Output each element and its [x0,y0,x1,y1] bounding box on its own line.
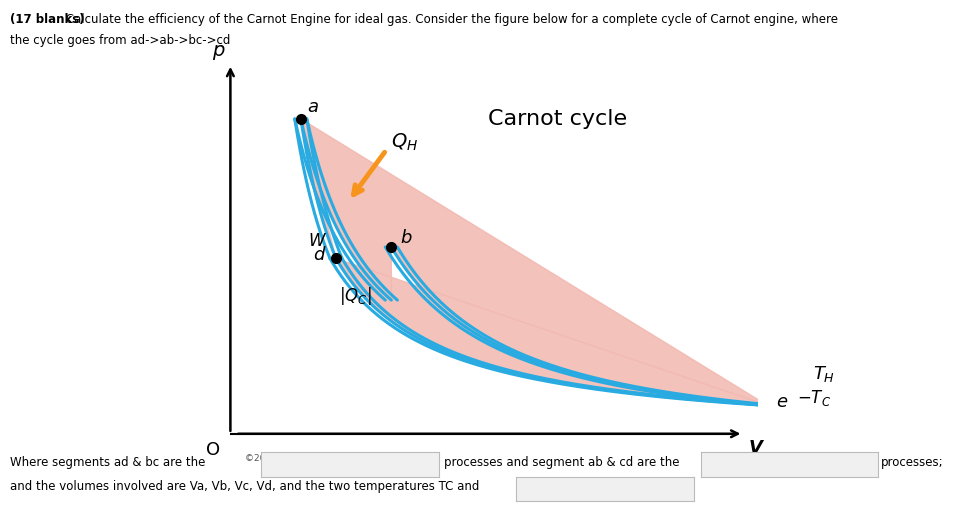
Text: $d$: $d$ [313,246,326,264]
Text: $-T_C$: $-T_C$ [797,388,831,408]
Text: $a$: $a$ [307,98,319,116]
Polygon shape [300,119,767,405]
Text: (17 blanks): (17 blanks) [10,13,84,26]
Text: $W$: $W$ [308,232,327,249]
Text: processes;: processes; [881,456,944,469]
Text: $|Q_C|$: $|Q_C|$ [339,284,372,307]
Text: O: O [205,441,220,459]
Text: Carnot cycle: Carnot cycle [488,109,627,129]
Text: $e$: $e$ [776,393,788,411]
Text: p: p [211,41,224,60]
Text: $Q_H$: $Q_H$ [392,132,419,154]
Text: V: V [749,439,762,457]
Text: Where segments ad & bc are the: Where segments ad & bc are the [10,456,205,469]
Text: the cycle goes from ad->ab->bc->cd: the cycle goes from ad->ab->bc->cd [10,34,230,48]
Text: $b$: $b$ [400,229,413,247]
Text: and the volumes involved are Va, Vb, Vc, Vd, and the two temperatures TC and: and the volumes involved are Va, Vb, Vc,… [10,480,479,493]
Text: ©2016 Pearson Education, Inc.: ©2016 Pearson Education, Inc. [246,454,386,463]
Text: $T_H$: $T_H$ [813,364,835,384]
Text: processes and segment ab & cd are the: processes and segment ab & cd are the [444,456,679,469]
Text: Calculate the efficiency of the Carnot Engine for ideal gas. Consider the figure: Calculate the efficiency of the Carnot E… [62,13,838,26]
